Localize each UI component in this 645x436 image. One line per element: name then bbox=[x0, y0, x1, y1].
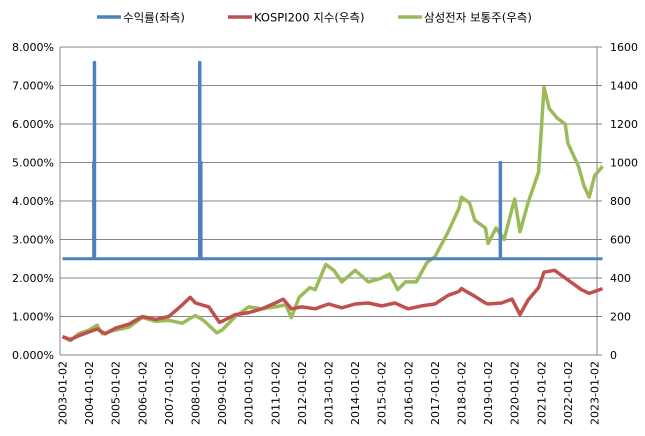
y-left-tick-label: 8.000% bbox=[12, 41, 54, 54]
y-left-tick-label: 0.000% bbox=[12, 349, 54, 362]
x-tick-label: 2005-01-02 bbox=[110, 361, 123, 425]
legend-label: 삼성전자 보통주(우측) bbox=[424, 11, 532, 25]
x-tick-label: 2021-01-02 bbox=[535, 361, 548, 425]
y-axis-left: 0.000% 1.000% 2.000% 3.000% 4.000% 5.000% 6.00… bbox=[12, 41, 54, 362]
x-tick-label: 2008-01-02 bbox=[190, 361, 203, 425]
x-tick-label: 2019-01-02 bbox=[482, 361, 495, 425]
y-left-tick-label: 5.000% bbox=[12, 157, 54, 170]
x-tick-label: 2022-01-02 bbox=[562, 361, 575, 425]
x-tick-label: 2015-01-02 bbox=[376, 361, 389, 425]
x-tick-label: 2010-01-02 bbox=[243, 361, 256, 425]
y-right-tick-label: 200 bbox=[610, 311, 631, 324]
y-right-tick-label: 600 bbox=[610, 234, 631, 247]
x-tick-label: 2020-01-02 bbox=[509, 361, 522, 425]
y-left-tick-label: 1.000% bbox=[12, 311, 54, 324]
y-right-tick-label: 1200 bbox=[610, 118, 638, 131]
legend-label: KOSPI200 지수(우측) bbox=[254, 11, 365, 25]
x-tick-label: 2011-01-02 bbox=[269, 361, 282, 425]
y-right-tick-label: 1600 bbox=[610, 41, 638, 54]
x-tick-label: 2004-01-02 bbox=[83, 361, 96, 425]
y-right-tick-label: 400 bbox=[610, 272, 631, 285]
x-axis: 2003-01-02 2004-01-02 2005-01-02 2006-01-02… bbox=[57, 361, 602, 425]
series-line-2 bbox=[61, 85, 604, 343]
chart-legend: 수익률(좌측) KOSPI200 지수(우측) 삼성전자 보통주(우측) bbox=[97, 11, 532, 25]
y-left-tick-label: 6.000% bbox=[12, 118, 54, 131]
y-left-tick-label: 7.000% bbox=[12, 80, 54, 93]
y-right-tick-label: 800 bbox=[610, 195, 631, 208]
y-left-tick-label: 2.000% bbox=[12, 272, 54, 285]
y-left-tick-label: 3.000% bbox=[12, 234, 54, 247]
x-tick-label: 2023-01-02 bbox=[589, 361, 602, 425]
y-right-tick-label: 0 bbox=[610, 349, 617, 362]
y-right-tick-label: 1000 bbox=[610, 157, 638, 170]
series-line-0 bbox=[62, 60, 603, 261]
x-tick-label: 2014-01-02 bbox=[349, 361, 362, 425]
x-tick-label: 2012-01-02 bbox=[296, 361, 309, 425]
x-tick-label: 2009-01-02 bbox=[216, 361, 229, 425]
x-tick-label: 2003-01-02 bbox=[57, 361, 70, 425]
x-tick-label: 2006-01-02 bbox=[136, 361, 149, 425]
x-tick-label: 2013-01-02 bbox=[323, 361, 336, 425]
x-tick-label: 2007-01-02 bbox=[163, 361, 176, 425]
y-left-tick-label: 4.000% bbox=[12, 195, 54, 208]
legend-label: 수익률(좌측) bbox=[123, 11, 185, 25]
x-tick-label: 2018-01-02 bbox=[456, 361, 469, 425]
y-right-tick-label: 1400 bbox=[610, 80, 638, 93]
x-tick-label: 2016-01-02 bbox=[402, 361, 415, 425]
x-tick-label: 2017-01-02 bbox=[429, 361, 442, 425]
series-line-1 bbox=[61, 268, 604, 342]
plot-area bbox=[61, 60, 604, 343]
y-axis-right: 0 200 400 600 800 1000 1200 1400 1600 bbox=[597, 41, 638, 362]
